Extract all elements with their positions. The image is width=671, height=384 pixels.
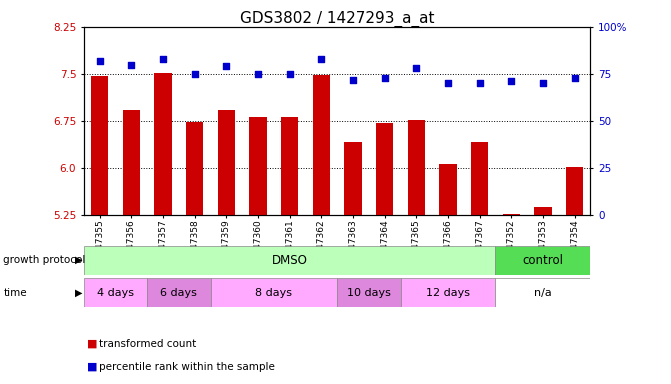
Text: 6 days: 6 days — [160, 288, 197, 298]
Point — [126, 61, 137, 68]
Text: 8 days: 8 days — [256, 288, 293, 298]
Point — [411, 65, 421, 71]
Point — [158, 56, 168, 62]
Bar — [495, 246, 590, 275]
Bar — [407, 120, 425, 215]
Text: percentile rank within the sample: percentile rank within the sample — [99, 362, 275, 372]
Point — [253, 71, 264, 77]
Text: growth protocol: growth protocol — [3, 255, 86, 265]
Bar — [566, 167, 583, 215]
Bar — [217, 110, 235, 215]
Bar — [534, 207, 552, 215]
Bar — [154, 73, 172, 215]
Text: control: control — [523, 254, 564, 266]
Bar — [440, 164, 457, 215]
Text: time: time — [3, 288, 27, 298]
Text: n/a: n/a — [534, 288, 552, 298]
Text: ■: ■ — [87, 339, 98, 349]
Bar — [123, 110, 140, 215]
Text: DMSO: DMSO — [272, 254, 307, 266]
Text: transformed count: transformed count — [99, 339, 197, 349]
Bar — [401, 278, 495, 307]
Title: GDS3802 / 1427293_a_at: GDS3802 / 1427293_a_at — [240, 11, 434, 27]
Text: 12 days: 12 days — [426, 288, 470, 298]
Bar — [471, 142, 488, 215]
Point — [285, 71, 295, 77]
Bar — [338, 278, 401, 307]
Point — [316, 56, 327, 62]
Text: 10 days: 10 days — [347, 288, 391, 298]
Bar — [376, 123, 393, 215]
Bar — [91, 76, 109, 215]
Bar — [147, 278, 211, 307]
Bar — [211, 278, 338, 307]
Bar — [281, 117, 299, 215]
Point — [221, 63, 231, 70]
Bar — [250, 117, 267, 215]
Point — [537, 80, 548, 86]
Point — [379, 74, 390, 81]
Bar — [186, 122, 203, 215]
Point — [443, 80, 454, 86]
Bar — [495, 278, 590, 307]
Point — [569, 74, 580, 81]
Bar — [313, 75, 330, 215]
Point — [474, 80, 485, 86]
Point — [189, 71, 200, 77]
Text: ■: ■ — [87, 362, 98, 372]
Bar — [84, 278, 147, 307]
Bar — [84, 246, 495, 275]
Text: 4 days: 4 days — [97, 288, 134, 298]
Point — [506, 78, 517, 84]
Bar — [344, 142, 362, 215]
Text: ▶: ▶ — [75, 255, 83, 265]
Bar — [503, 214, 520, 215]
Point — [95, 58, 105, 64]
Text: ▶: ▶ — [75, 288, 83, 298]
Point — [348, 76, 358, 83]
